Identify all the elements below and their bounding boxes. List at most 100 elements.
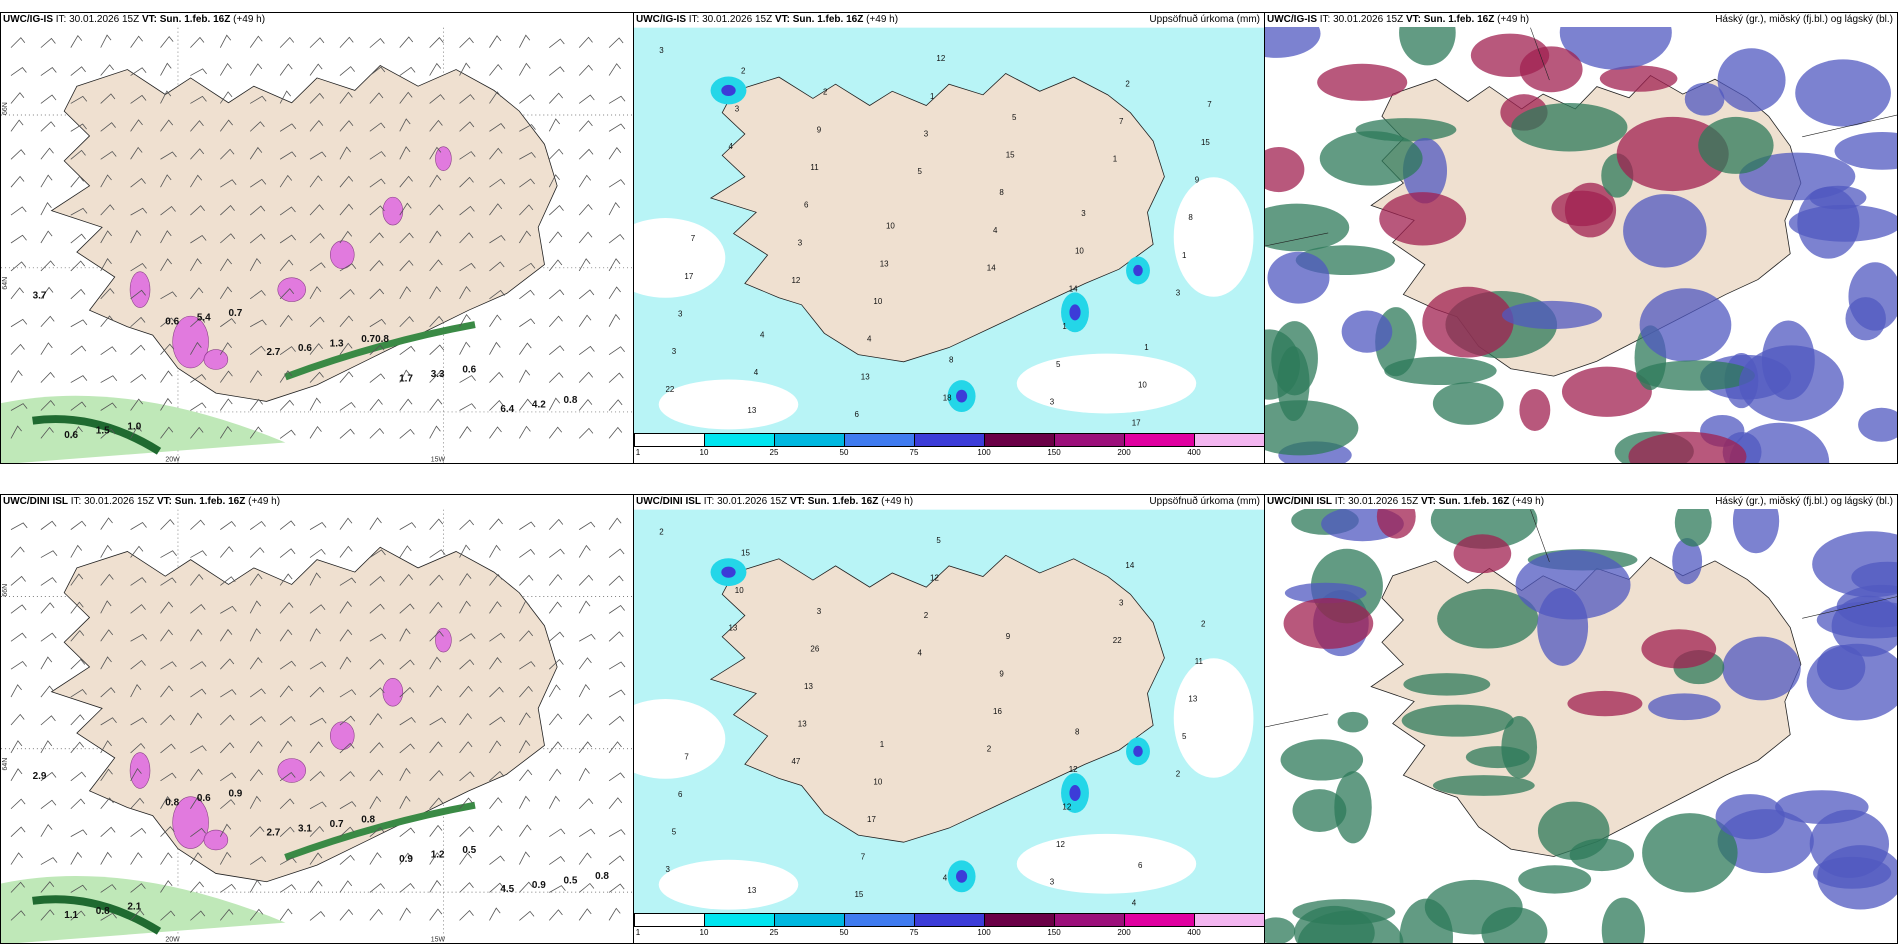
wind-barb [489, 203, 503, 216]
wind-barb [279, 629, 293, 642]
wind-barb [519, 600, 531, 614]
wind-barb [399, 345, 416, 355]
precip-map: 3536112341422311373534318426128312910171… [634, 27, 1264, 447]
iceland-land [709, 554, 1165, 843]
wind-barb [429, 797, 444, 810]
wind-barb [369, 205, 385, 216]
wind-barb [459, 262, 476, 272]
wind-barb [578, 828, 596, 837]
cloud-area [1432, 382, 1504, 425]
wind-barb [70, 910, 86, 921]
wind-barb [250, 95, 267, 104]
wind-barb [279, 151, 297, 160]
wind-barb [489, 341, 501, 355]
wind-barb [40, 371, 55, 383]
wind-barb [10, 234, 27, 244]
value-label: 14 [987, 263, 996, 272]
value-label: 6.4 [500, 404, 514, 415]
wind-barb [190, 287, 204, 300]
wind-barb [100, 204, 115, 216]
wind-barb [459, 600, 471, 614]
wind-barb [70, 66, 86, 76]
wind-barb [249, 121, 265, 132]
wind-barb [339, 689, 357, 698]
wind-barb [608, 631, 624, 642]
wind-barb [220, 689, 237, 698]
wind-barb [489, 797, 503, 809]
model-name: UWC/DINI ISL [1267, 496, 1332, 507]
wind-barb [309, 92, 325, 104]
wind-barb [429, 371, 444, 383]
no-precip-area [1016, 353, 1197, 414]
wind-barb [548, 315, 563, 328]
wind-barb [190, 174, 203, 188]
precip-maxima [710, 558, 1150, 893]
wind-barb [339, 342, 353, 355]
wind-barb [190, 796, 203, 809]
value-label: 12 [930, 574, 939, 583]
value-label: 0.5 [462, 845, 476, 856]
wind-barb [429, 656, 442, 670]
wind-barb [10, 522, 28, 530]
wind-barb [190, 148, 205, 160]
value-label: 0.8 [361, 815, 375, 826]
value-label: 1 [1113, 155, 1118, 164]
wind-barb [160, 370, 173, 383]
value-label: 3 [817, 607, 822, 616]
wind-barb [100, 375, 118, 383]
cloud-area [1376, 509, 1416, 539]
grid-lines [1265, 27, 1897, 247]
wind-barb [279, 520, 296, 530]
cloud-area [1642, 813, 1738, 893]
cloud-area [1648, 693, 1721, 721]
wind-barb [459, 426, 472, 439]
wind-barb [549, 38, 565, 48]
value-label: 9 [817, 125, 822, 134]
wind-barb [309, 741, 323, 754]
wind-barb [249, 908, 264, 921]
value-label: 47 [792, 757, 801, 766]
wind-barb [489, 426, 502, 439]
wind-barb [130, 545, 144, 558]
wind-barb [70, 319, 88, 328]
wind-barb [399, 259, 414, 272]
wind-barb [489, 371, 504, 383]
wind-barb [10, 740, 23, 754]
wind-barb [70, 629, 85, 642]
wind-barb [250, 319, 267, 328]
wind-barb [130, 94, 147, 104]
wind-barb [399, 686, 415, 698]
no-precip-area [1173, 177, 1254, 297]
cloud-area [1265, 329, 1300, 400]
wind-barb [519, 369, 531, 383]
wind-barb [220, 658, 235, 670]
wind-barb [429, 174, 442, 188]
wind-barb [578, 544, 591, 558]
panel-precip-bottom: UWC/DINI ISL IT: 30.01.2026 15Z VT: Sun.… [633, 494, 1265, 944]
wind-barb [578, 741, 593, 754]
value-label: 7 [1207, 100, 1212, 109]
wind-barb [219, 370, 233, 383]
wind-barb [279, 685, 293, 698]
wind-barb [578, 314, 592, 327]
wind-barb [279, 715, 296, 726]
wind-barb [160, 151, 177, 160]
panel-clouds-bottom: UWC/DINI ISL IT: 30.01.2026 15Z VT: Sun.… [1264, 494, 1898, 944]
wind-barb [578, 258, 591, 272]
cloud-area [1294, 905, 1375, 943]
wind-barb [339, 771, 355, 782]
wind-barb [489, 289, 505, 300]
cloud-area [1292, 789, 1347, 832]
value-label: 1 [1062, 322, 1067, 331]
wind-barb [548, 601, 562, 614]
panel-clouds-top: UWC/IG-IS IT: 30.01.2026 15Z VT: Sun. 1.… [1264, 12, 1898, 464]
wind-barb [459, 121, 475, 132]
wind-barb [608, 829, 626, 837]
wind-barb [10, 713, 25, 726]
wind-barb [130, 827, 147, 837]
wind-barb [429, 769, 444, 782]
wind-barb [578, 574, 594, 586]
wind-barb [130, 207, 148, 216]
wind-barb [519, 124, 536, 132]
wind-barb [339, 263, 357, 272]
